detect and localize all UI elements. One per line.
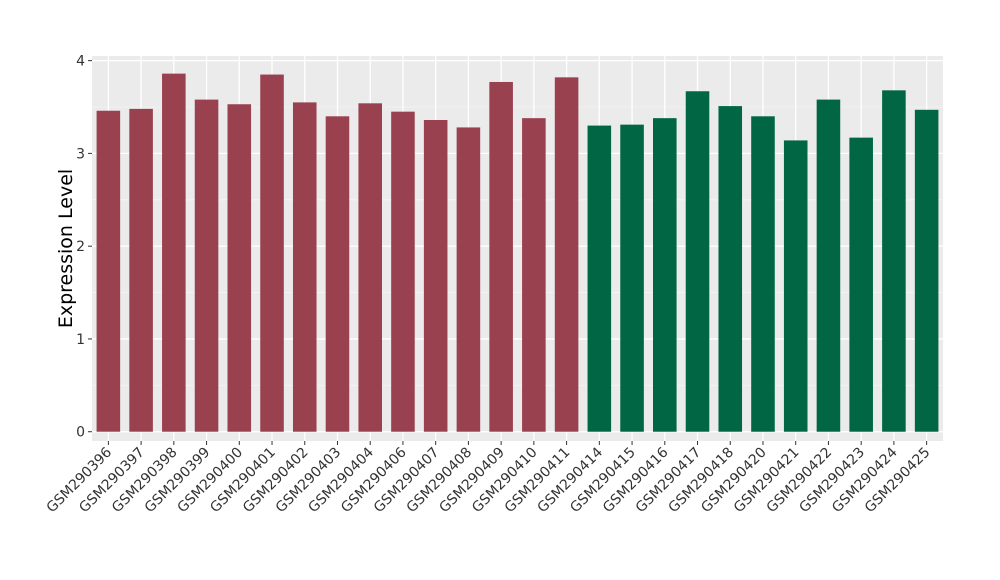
bar-GSM290410 — [522, 118, 546, 432]
bar-GSM290415 — [620, 124, 644, 432]
bar-GSM290396 — [96, 110, 121, 432]
bar-GSM290398 — [162, 73, 186, 432]
bar-GSM290421 — [783, 140, 808, 432]
y-tick-label: 0 — [76, 425, 85, 441]
bar-GSM290401 — [260, 74, 284, 432]
plot-panel — [92, 56, 943, 441]
bar-GSM290416 — [653, 118, 677, 432]
bar-GSM290397 — [129, 108, 153, 432]
y-tick-label: 3 — [76, 146, 85, 162]
bar-GSM290418 — [718, 106, 743, 432]
bar-GSM290423 — [849, 137, 873, 432]
bar-GSM290417 — [685, 91, 710, 432]
bar-GSM290409 — [489, 81, 513, 432]
y-axis-title: Expression Level — [55, 169, 77, 328]
y-tick-label: 2 — [76, 239, 85, 255]
bar-GSM290424 — [882, 90, 906, 432]
bar-GSM290406 — [391, 111, 415, 432]
bar-GSM290408 — [456, 127, 481, 432]
y-tick-label: 1 — [76, 332, 85, 348]
bars — [96, 73, 939, 432]
bar-GSM290404 — [358, 103, 382, 432]
y-tick-label: 4 — [76, 54, 85, 70]
bar-GSM290414 — [587, 125, 612, 432]
bar-GSM290402 — [292, 102, 317, 432]
bar-GSM290403 — [325, 116, 350, 432]
bar-GSM290400 — [227, 104, 252, 432]
bar-GSM290422 — [816, 99, 841, 432]
bar-GSM290420 — [751, 116, 775, 432]
bar-GSM290425 — [914, 109, 939, 432]
bar-GSM290407 — [423, 120, 448, 432]
bar-GSM290411 — [554, 77, 579, 432]
bar-GSM290399 — [194, 99, 219, 432]
